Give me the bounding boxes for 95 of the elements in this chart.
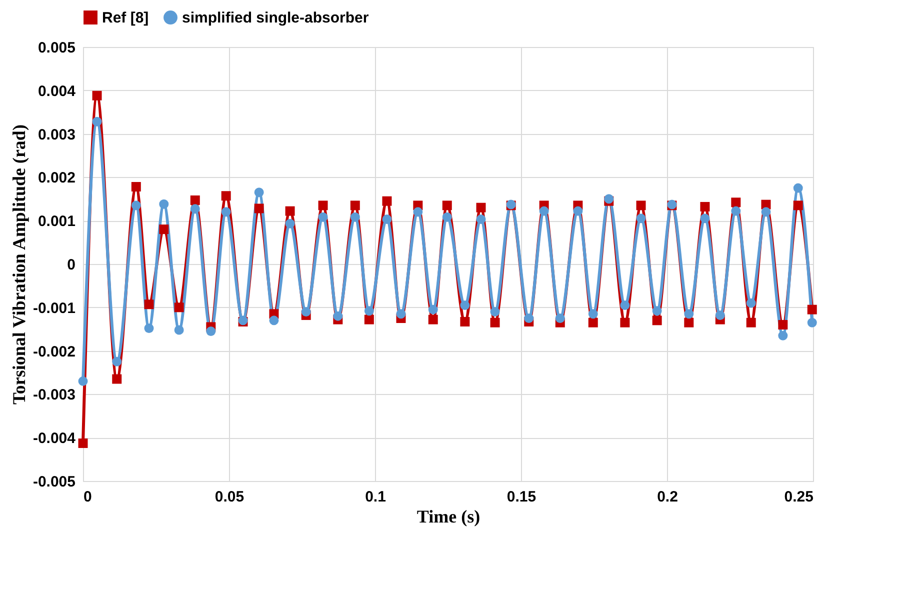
point	[793, 183, 803, 193]
point	[761, 207, 771, 217]
point	[92, 90, 102, 100]
point	[778, 330, 788, 340]
point	[539, 206, 549, 216]
y-tick-label: -0.001	[32, 300, 76, 317]
point	[524, 314, 534, 323]
point	[92, 116, 102, 126]
legend-label: simplified single-absorber	[182, 10, 369, 27]
point	[442, 200, 452, 210]
point	[684, 318, 694, 328]
point	[144, 324, 154, 333]
point	[636, 200, 646, 210]
y-tick-label: 0.001	[38, 213, 76, 230]
point	[442, 212, 452, 222]
y-tick-label: 0.004	[38, 82, 76, 100]
point	[413, 207, 423, 217]
point	[476, 214, 486, 224]
point	[190, 204, 200, 214]
point	[131, 182, 141, 192]
point	[190, 195, 200, 205]
x-tick-label: 0.25	[784, 488, 814, 506]
point	[364, 314, 374, 324]
y-tick-label: -0.004	[32, 430, 76, 448]
point	[807, 304, 817, 314]
point	[78, 438, 88, 448]
point	[78, 376, 88, 386]
legend-label: Ref [8]	[102, 10, 149, 27]
point	[490, 318, 500, 328]
point	[174, 325, 184, 335]
point	[285, 206, 295, 216]
point	[428, 314, 438, 324]
point	[144, 300, 154, 310]
x-tick-label: 0.15	[506, 488, 536, 506]
y-tick-label: -0.002	[32, 343, 76, 360]
point	[428, 304, 438, 314]
point	[350, 200, 360, 210]
x-tick-label: 0.05	[214, 488, 244, 506]
point	[715, 310, 725, 320]
y-axis-title: Torsional Vibration Amplitude (rad)	[8, 124, 29, 404]
x-tick-label: 0	[84, 488, 92, 506]
point	[476, 202, 486, 212]
point	[555, 314, 565, 323]
point	[254, 188, 264, 198]
point	[620, 318, 630, 328]
point	[573, 206, 583, 216]
point	[684, 309, 694, 319]
point	[652, 316, 662, 326]
point	[382, 196, 392, 206]
point	[588, 318, 598, 328]
y-tick-label: 0	[67, 256, 76, 274]
point	[301, 307, 311, 316]
point	[221, 207, 231, 217]
point	[159, 199, 169, 209]
x-axis-title: Time (s)	[416, 506, 480, 526]
point	[396, 309, 406, 319]
point	[112, 374, 122, 384]
point	[174, 302, 184, 312]
x-tick-label: 0.1	[365, 488, 386, 506]
point	[131, 200, 141, 210]
point	[350, 212, 360, 222]
point	[620, 300, 630, 310]
point	[700, 214, 710, 224]
point	[588, 309, 598, 319]
point	[652, 306, 662, 316]
point	[490, 307, 500, 316]
point	[807, 318, 817, 328]
point	[793, 200, 803, 210]
point	[112, 356, 122, 366]
point	[778, 320, 788, 330]
point	[636, 214, 646, 224]
point	[460, 300, 470, 310]
point	[206, 326, 216, 336]
point	[700, 202, 710, 212]
y-tick-label: 0.002	[38, 170, 76, 187]
point	[318, 212, 328, 222]
y-tick-label: -0.003	[32, 386, 76, 404]
y-tick-label: -0.005	[32, 474, 76, 490]
point	[364, 306, 374, 316]
point	[254, 204, 264, 214]
point	[159, 224, 169, 234]
y-tick-label: 0.003	[38, 126, 76, 144]
point	[746, 318, 756, 328]
point	[746, 298, 756, 308]
point	[221, 191, 231, 201]
point	[285, 218, 295, 228]
point	[731, 206, 741, 216]
point	[460, 316, 470, 326]
point	[269, 316, 279, 326]
point	[382, 214, 392, 224]
y-tick-label: 0.005	[38, 40, 76, 56]
point	[318, 200, 328, 210]
point	[731, 198, 741, 208]
point	[333, 311, 343, 321]
x-tick-label: 0.2	[657, 488, 678, 506]
